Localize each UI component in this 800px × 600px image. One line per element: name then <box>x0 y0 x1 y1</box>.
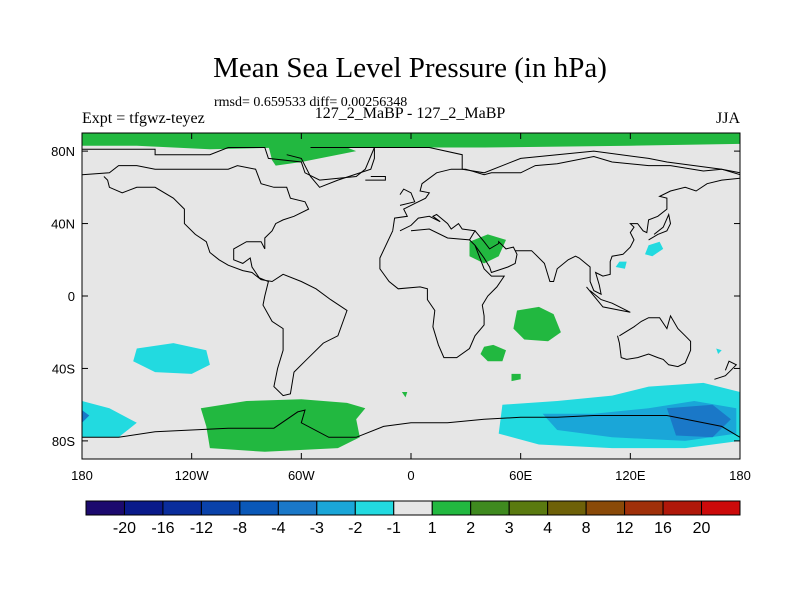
coastline-0 <box>82 147 740 181</box>
colorbar-swatch <box>85 500 125 516</box>
colorbar-label: 8 <box>582 520 591 537</box>
coastline-2 <box>379 228 506 359</box>
region-pacific-negative-small <box>716 348 722 354</box>
colorbar-label: 2 <box>466 520 475 537</box>
region-central-asia-positive <box>469 234 506 264</box>
region-s-africa-positive <box>480 344 506 362</box>
colorbar-label: -16 <box>151 520 174 537</box>
coastline-7 <box>586 286 631 313</box>
coastline-10 <box>82 409 740 438</box>
colorbar-swatch <box>585 500 626 516</box>
region-tasman-negative-3 <box>82 410 90 423</box>
colorbar-swatch <box>277 500 318 516</box>
experiment-label: Expt = tfgwz-teyez <box>82 110 205 127</box>
colorbar-swatch <box>393 500 433 516</box>
x-tick-label: 120W <box>175 468 210 483</box>
colorbar-label: 12 <box>616 520 634 537</box>
coastline-13 <box>399 188 416 206</box>
colorbar-swatch <box>662 500 703 516</box>
colorbar-label: 3 <box>505 520 514 537</box>
x-tick-label: 60W <box>288 468 315 483</box>
x-tick-label: 180 <box>729 468 751 483</box>
colorbar-swatch <box>123 500 164 516</box>
region-sw-pacific-negative <box>82 401 137 438</box>
colorbar-label: -1 <box>387 520 401 537</box>
colorbar-label: 20 <box>693 520 711 537</box>
coastline-9 <box>714 360 738 380</box>
colorbar-label: -12 <box>190 520 213 537</box>
x-tick-label: 180 <box>71 468 93 483</box>
colorbar-swatch <box>431 500 472 516</box>
y-tick-label: 0 <box>68 289 75 304</box>
y-tick-label: 80N <box>51 144 75 159</box>
colorbar-swatch <box>470 500 510 516</box>
region-s-atlantic-small <box>401 392 408 398</box>
stats-label: rmsd= 0.659533 diff= 0.00256348 <box>214 95 408 110</box>
region-s-africa-positive-2 <box>511 373 521 382</box>
region-s-indian-negative-3 <box>666 404 731 438</box>
colorbar-swatch <box>624 500 664 516</box>
colorbar-label: -2 <box>348 520 362 537</box>
x-tick-label: 120E <box>615 468 646 483</box>
coastlines <box>82 147 740 438</box>
x-tick-label: 60E <box>509 468 532 483</box>
colorbar-swatch <box>239 500 279 516</box>
colorbar: -20 -16 -12 -8 -4 -3 -2 -1 1 2 3 4 8 12 16 20 <box>85 500 741 537</box>
colorbar-label: 4 <box>543 520 552 537</box>
region-east-asia-negative-2 <box>615 261 627 269</box>
colorbar-label: 1 <box>428 520 437 537</box>
colorbar-swatch <box>508 500 549 516</box>
colorbar-label: -3 <box>310 520 324 537</box>
region-indian-ocean-positive <box>513 306 561 342</box>
coastline-6 <box>515 177 740 296</box>
colorbar-label: -20 <box>113 520 136 537</box>
colorbar-swatch <box>701 500 741 516</box>
region-arctic-positive <box>82 133 740 150</box>
x-tick-label: 0 <box>407 468 414 483</box>
colorbar-swatch <box>547 500 587 516</box>
colorbar-swatch <box>162 500 202 516</box>
colorbar-label: -4 <box>271 520 285 537</box>
colorbar-swatch <box>316 500 356 516</box>
colorbar-label: -8 <box>233 520 247 537</box>
colorbar-label: 16 <box>654 520 672 537</box>
colorbar-swatch <box>354 500 395 516</box>
colorbar-swatch <box>200 500 241 516</box>
difference-label: 127_2_MaBP - 127_2_MaBP <box>314 105 506 122</box>
coastline-3 <box>392 155 740 231</box>
coastline-1 <box>82 165 348 397</box>
region-s-pacific-negative <box>133 343 210 374</box>
y-tick-label: 80S <box>52 434 75 449</box>
coastline-14 <box>648 212 672 241</box>
region-greenland-positive <box>268 143 357 166</box>
chart-title: Mean Sea Level Pressure (in hPa) <box>213 52 607 84</box>
season-label: JJA <box>716 110 741 127</box>
coastline-4 <box>399 213 476 241</box>
y-tick-label: 40S <box>52 361 75 376</box>
coastline-12 <box>365 176 386 181</box>
region-east-asia-negative <box>645 241 664 257</box>
axes: 180 120W 60W 0 60E 120E 180 80N 40N 0 40S 80S <box>51 133 751 483</box>
y-tick-label: 40N <box>51 217 75 232</box>
region-southern-ocean-positive <box>200 399 366 452</box>
coastline-11 <box>286 147 375 188</box>
coastline-8 <box>617 314 692 368</box>
